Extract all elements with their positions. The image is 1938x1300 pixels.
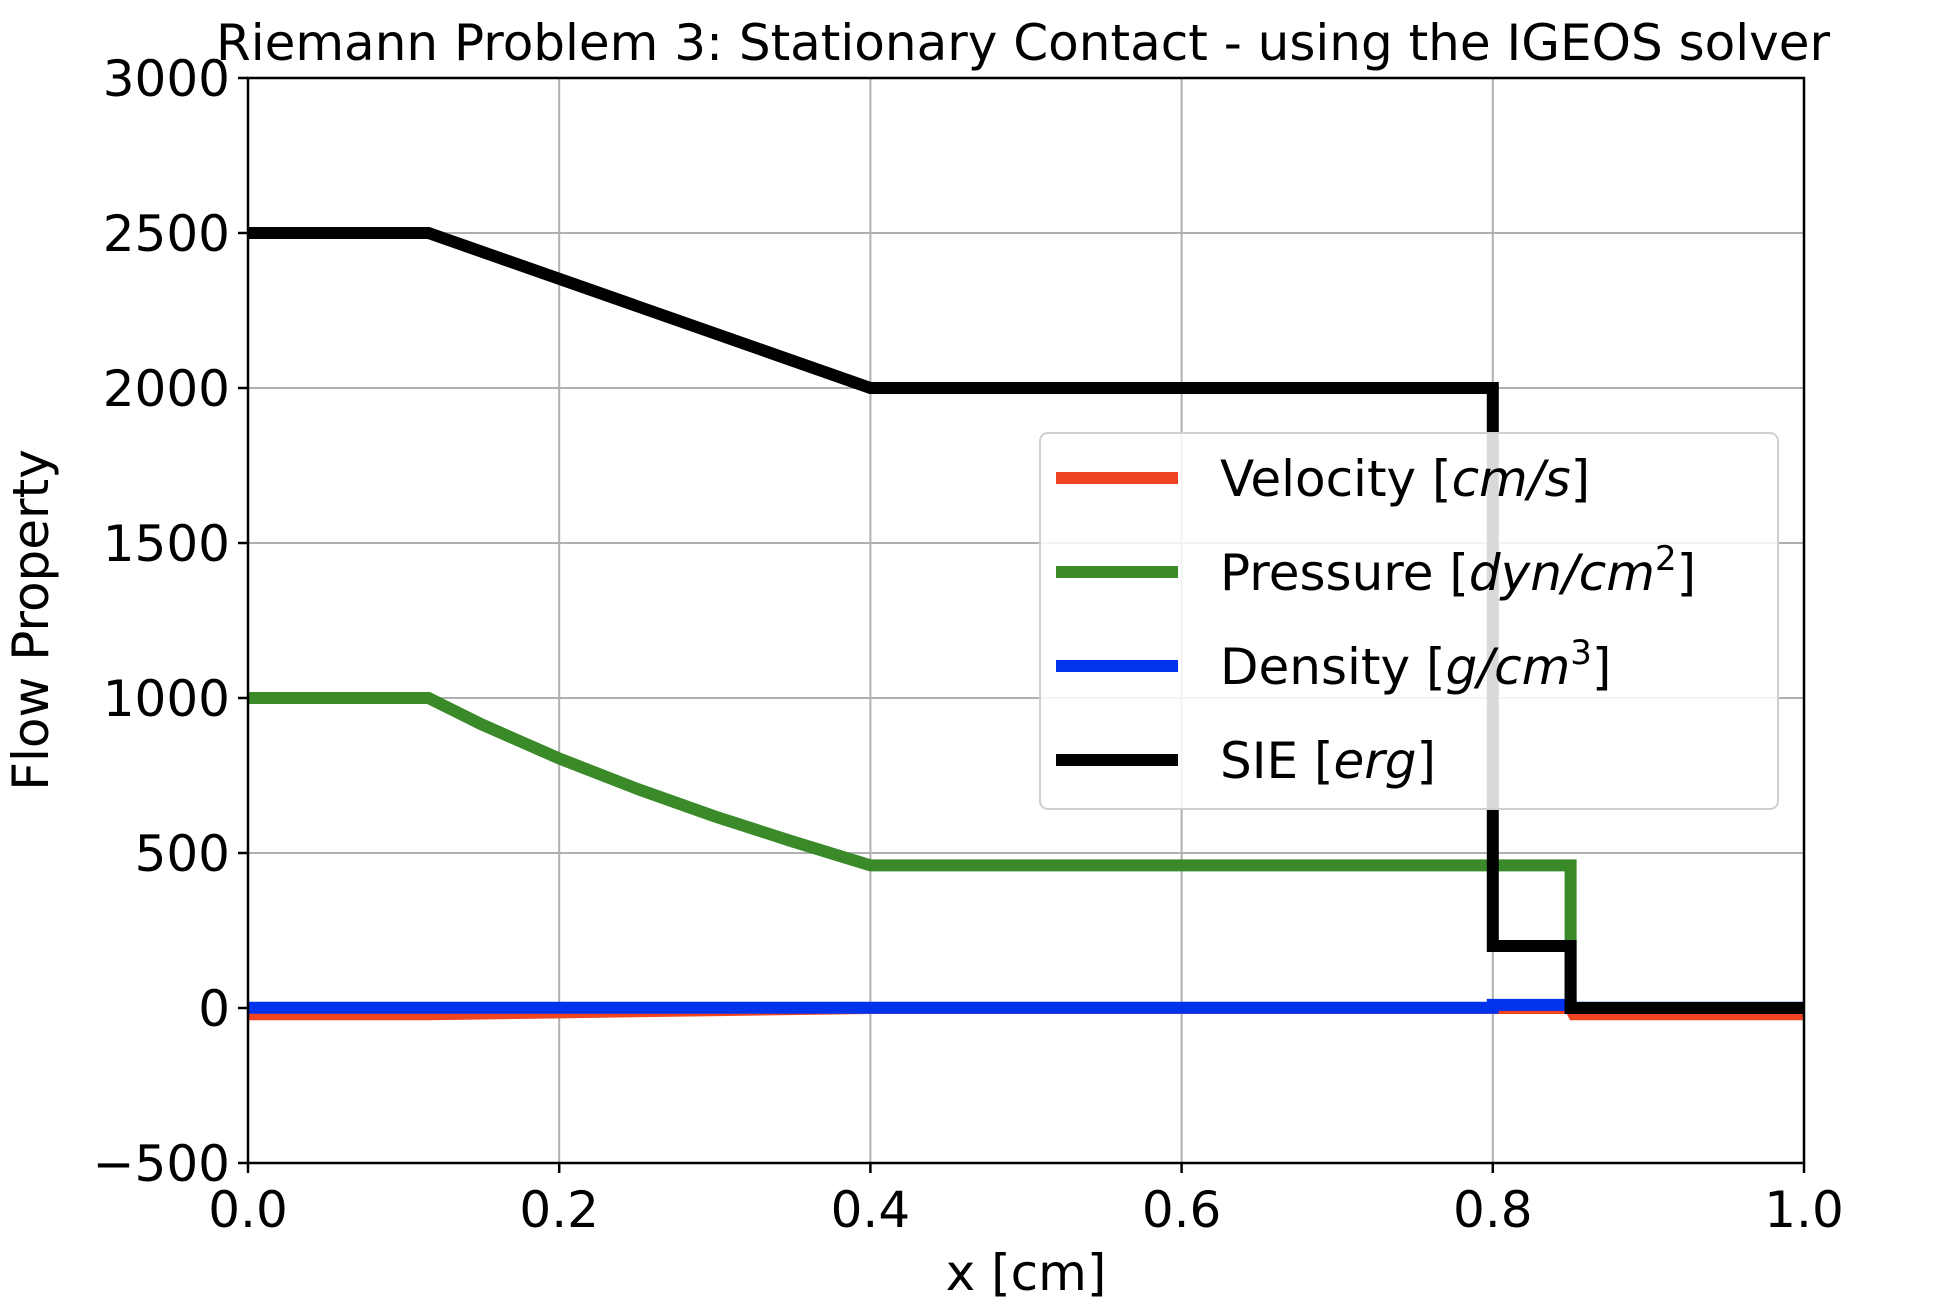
legend-series-unit: g/cm [1446,638,1571,696]
legend-entry: Pressure [dyn/cm2] [1220,539,1696,602]
legend-entry: Density [g/cm3] [1220,633,1611,696]
legend-series-unit: dyn/cm [1469,544,1655,602]
legend-entry: SIE [erg] [1220,732,1436,790]
legend-series-unit: erg [1333,732,1416,790]
legend: Velocity [cm/s] Pressure [dyn/cm2] Density… [1039,432,1779,810]
y-tick-label: 3000 [103,50,230,108]
y-tick-label: 2500 [103,205,230,263]
y-axis-label: Flow Property [2,449,60,791]
legend-series-name: SIE [1220,732,1298,790]
y-tick-label: 1500 [103,515,230,573]
legend-series-name: Velocity [1220,450,1416,508]
legend-entry: Velocity [cm/s] [1220,450,1590,508]
x-tick-label: 0.2 [519,1181,599,1239]
legend-series-unit: cm/s [1452,450,1571,508]
series-line-pressure [248,692,1804,1014]
x-axis-label: x [cm] [946,1244,1107,1300]
y-tick-label: 2000 [103,360,230,418]
ticks: 0.0 0.2 0.4 0.6 0.8 1.0 −500 0 500 1000 1500 2000 25… [93,50,1844,1239]
x-tick-label: 0.4 [831,1181,911,1239]
legend-series-name: Pressure [1220,544,1434,602]
legend-series-name: Density [1220,638,1410,696]
x-tick-label: 0.8 [1453,1181,1533,1239]
x-tick-label: 0.6 [1142,1181,1222,1239]
x-tick-label: 0.0 [208,1181,288,1239]
y-tick-label: 0 [198,980,230,1038]
y-tick-label: 1000 [103,670,230,728]
x-tick-label: 1.0 [1764,1181,1844,1239]
legend-unit-exponent: 3 [1570,633,1592,673]
legend-unit-exponent: 2 [1655,539,1677,579]
y-tick-label: 500 [135,825,230,883]
legend-box [1039,432,1779,810]
chart-title: Riemann Problem 3: Stationary Contact - … [216,14,1831,72]
y-tick-label: −500 [93,1135,230,1193]
plot-frame [246,76,1806,1165]
